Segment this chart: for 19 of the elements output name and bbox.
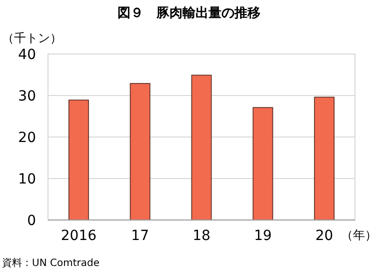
x-tick-label: 17 [131, 228, 150, 244]
bar [314, 96, 335, 220]
bar [130, 83, 150, 220]
y-tick-label: 30 [18, 88, 36, 104]
bar [68, 100, 89, 220]
text: 資料：UN Comtrade [2, 257, 100, 269]
x-axis-title: （年） [341, 228, 377, 242]
y-tick-label: 40 [18, 47, 36, 63]
chart-title: 図９ 豚肉輸出量の推移 [118, 6, 260, 21]
bar [252, 107, 274, 220]
x-tick-label: 2016 [60, 228, 97, 244]
x-tick-label: 19 [254, 228, 272, 244]
x-tick-label: 18 [192, 228, 210, 244]
y-tick-label: 10 [18, 172, 36, 188]
y-tick-label: 20 [18, 130, 36, 146]
y-tick-label: 0 [27, 213, 36, 229]
x-tick-label: 20 [315, 228, 334, 244]
y-axis-title: （千トン） [2, 31, 62, 45]
bar [191, 74, 212, 220]
